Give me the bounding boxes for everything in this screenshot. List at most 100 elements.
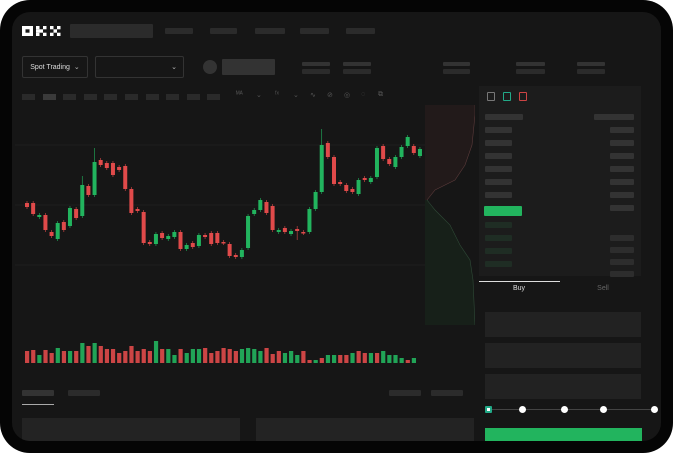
candle [301,232,306,234]
volume-bar [117,353,122,363]
candle [184,245,189,249]
orderbook-bids-icon[interactable] [503,92,511,101]
volume-bar [246,348,251,363]
ask-price [485,127,512,133]
candle [374,148,379,177]
nav-item[interactable] [165,28,193,34]
ask-price [485,153,512,159]
timeframe-button[interactable] [207,94,221,100]
fullscreen-icon[interactable]: ⧉ [378,91,383,98]
candle [209,233,214,244]
candle [393,157,398,167]
timeframe-button[interactable] [63,94,77,100]
market-type-dropdown[interactable]: Spot Trading ⌄ [22,56,88,78]
depth-chart [425,105,475,325]
volume-bar [295,355,300,363]
candle [289,231,294,234]
candle [356,180,361,194]
volume-bar [289,351,294,363]
volume-bar [393,355,398,363]
ask-amount [610,166,634,172]
nav-item[interactable] [210,28,237,34]
timeframe-button[interactable] [83,94,97,100]
timeframe-button[interactable] [186,94,200,100]
volume-bar [264,348,269,363]
fx-icon[interactable]: ᶠˣ [275,91,279,98]
bottom-action[interactable] [431,390,463,396]
candle [129,189,134,213]
bottom-action[interactable] [389,390,421,396]
search-placeholder[interactable] [70,24,153,38]
amount-input[interactable] [485,343,641,368]
volume-bar [319,358,324,363]
tab-open-orders[interactable] [22,390,54,396]
slider-step[interactable] [519,406,526,413]
line-icon[interactable]: ⌄ [293,92,299,99]
timeframe-button[interactable] [104,94,118,100]
slider-handle[interactable] [485,406,492,413]
volume-bar [282,353,288,363]
nav-item[interactable] [255,28,285,34]
slider-step[interactable] [651,406,658,413]
fullscreen-icon[interactable]: ◌ [361,91,366,98]
candle [141,212,146,243]
stat-value [443,69,470,74]
volume-bar [147,351,152,363]
candle [110,163,115,175]
timeframe-button[interactable] [22,94,35,100]
orders-card [256,418,474,441]
candle [282,228,287,232]
volume-bar [43,350,48,363]
nav-item[interactable] [346,28,375,34]
candle [49,232,54,236]
candle [25,203,29,207]
volume-bar [227,349,232,363]
volume-bar [203,348,208,363]
bid-amount [610,271,634,277]
orderbook-asks-icon[interactable] [519,92,527,101]
volume-bar [221,348,226,363]
ask-price [485,140,512,146]
orderbook-both-icon[interactable] [487,92,495,101]
stat-label [516,62,545,66]
volume-bar [374,353,380,363]
candle [92,162,97,195]
timeframe-button[interactable] [125,94,138,100]
buy-button[interactable] [485,428,642,441]
stat-label [577,62,605,66]
pair-dropdown[interactable]: ⌄ [95,56,184,78]
volume-bar [92,343,97,363]
chevron-down-icon: ⌄ [171,64,177,71]
candle [239,250,244,257]
ask-price [485,192,512,198]
volume-bar [74,351,79,363]
settings-icon[interactable]: ⊘ [327,92,333,99]
timeframe-button[interactable] [166,94,180,100]
chart-type-icon[interactable]: ⌄ [256,92,262,99]
total-input[interactable] [485,374,641,399]
indicator-icon[interactable]: ᴹᴬ [236,91,243,98]
timeframe-button[interactable] [145,94,159,100]
nav-item[interactable] [300,28,329,34]
candle [172,232,177,237]
candle [368,178,373,182]
slider-step[interactable] [561,406,568,413]
candle [233,255,238,257]
candle [190,243,195,247]
volume-bar [184,353,189,363]
draw-icon[interactable]: ∿ [310,92,316,99]
slider-step[interactable] [600,406,607,413]
volume-bar [37,355,42,363]
settings-icon[interactable]: ◎ [344,92,351,99]
bid-price [485,235,512,241]
tab-order-history[interactable] [68,390,100,396]
candle [55,223,60,239]
price-input[interactable] [485,312,641,337]
candle [86,186,91,195]
stat-value [343,69,371,74]
slider-track[interactable] [489,409,654,410]
ask-amount [610,153,634,159]
tab-buy[interactable]: Buy [512,285,526,292]
tab-sell[interactable]: Sell [597,285,609,292]
timeframe-button[interactable] [42,94,56,100]
